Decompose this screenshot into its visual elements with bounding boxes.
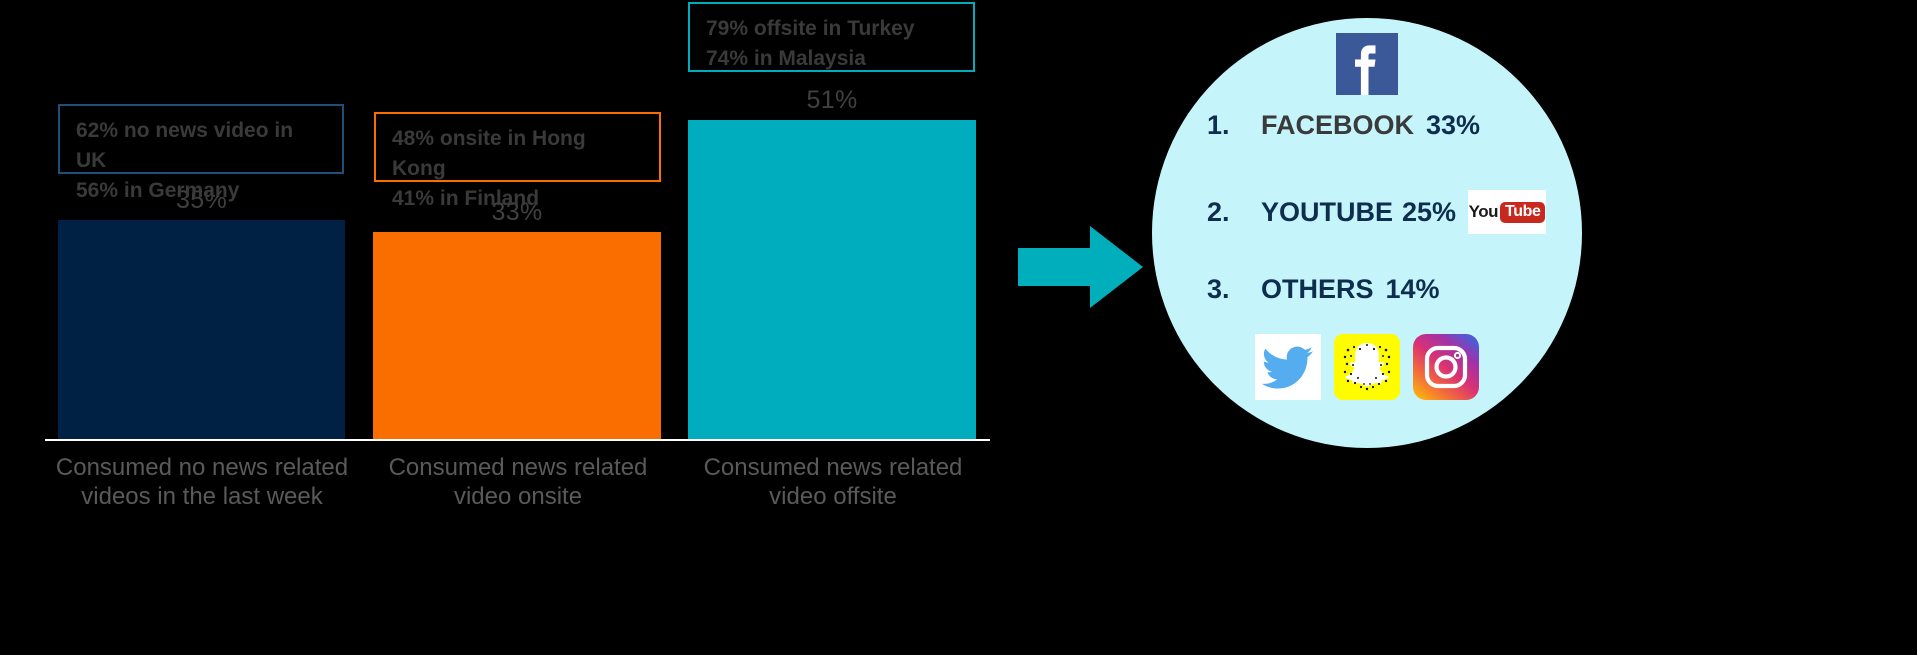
x-axis-category-label: Consumed news related video offsite [703,454,963,510]
twitter-icon [1255,334,1321,400]
youtube-wordmark-you: You [1468,202,1499,221]
rank-platform-name: OTHERS [1261,274,1374,304]
bar-consumed-news-video-onsite[interactable] [373,232,661,440]
x-axis-category-label: Consumed news related video onsite [388,454,648,510]
youtube-wordmark-tube: Tube [1500,201,1546,223]
x-axis-category-label: Consumed no news related videos in the l… [55,454,349,510]
rank-platform-name: YOUTUBE [1261,196,1394,227]
bar-value-label: 51% [806,86,858,114]
bar-consumed-no-news-video[interactable] [58,220,345,440]
rank-number: 2. [1207,196,1230,227]
rank-platform-name: FACEBOOK [1261,110,1415,140]
bar-value-label: 35% [176,186,227,214]
ranking-row-facebook[interactable]: 1. FACEBOOK 33% [1207,110,1480,141]
bar-value-label: 33% [491,198,543,226]
bar-consumed-news-video-offsite[interactable] [688,120,976,440]
rank-percent: 25% [1402,196,1457,227]
ranking-row-youtube[interactable]: 2. YOUTUBE 25% You Tube [1207,190,1547,234]
other-platform-logos [1255,334,1479,400]
rank-number: 3. [1207,274,1230,304]
rank-percent: 33% [1426,110,1481,140]
callout-box-uk-germany: 62% no news video in UK 56% in Germany [58,104,344,202]
ranking-row-others[interactable]: 3. OTHERS 14% [1207,274,1440,305]
callout-box-hongkong-finland: 48% onsite in Hong Kong 41% in Finland [374,112,661,210]
x-axis-line [45,439,990,441]
rank-percent: 14% [1385,274,1440,304]
youtube-icon: You Tube [1468,190,1547,234]
callout-box-turkey-malaysia: 79% offsite in Turkey 74% in Malaysia [688,2,975,72]
snapchat-icon [1334,334,1400,400]
instagram-icon [1413,334,1479,400]
facebook-icon [1336,33,1398,95]
bar-chart: 35% 33% 51% Consumed no news related vid… [45,2,990,510]
top-platforms-circle-panel: 1. FACEBOOK 33% 2. YOUTUBE 25% You Tube … [1152,18,1582,448]
right-arrow-icon [1018,226,1143,308]
rank-number: 1. [1207,110,1230,140]
